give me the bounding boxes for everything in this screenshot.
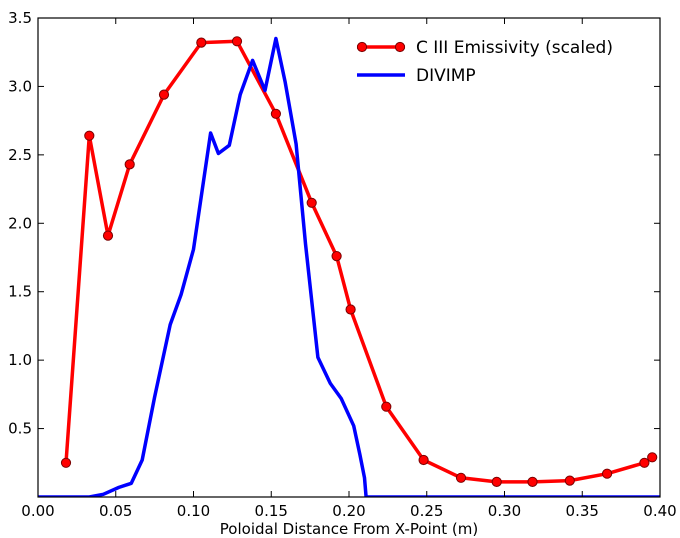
series-line-2	[38, 36, 660, 497]
data-point	[231, 36, 243, 47]
y-tick-label: 3.5	[8, 9, 32, 27]
x-axis-label: Poloidal Distance From X-Point (m)	[220, 520, 478, 538]
legend-label: C III Emissivity (scaled)	[416, 38, 613, 58]
data-point	[639, 457, 650, 468]
data-point	[306, 197, 317, 208]
legend-marker	[394, 41, 406, 53]
data-point	[455, 472, 467, 483]
data-point	[124, 159, 135, 170]
x-tick-label: 0.00	[21, 502, 54, 520]
data-point	[564, 475, 575, 486]
data-point	[527, 476, 538, 487]
x-tick-label: 0.15	[255, 502, 288, 520]
y-tick-label: 3.0	[8, 77, 32, 95]
y-tick-label: 0.5	[8, 420, 32, 438]
y-tick-label: 1.0	[8, 351, 32, 369]
data-point	[102, 230, 114, 241]
data-point	[491, 476, 502, 487]
axis-ticks: 0.00 0.05 0.10 0.15 0.20 0.25 0.30 0.35 0.40 0.5 1…	[8, 9, 677, 520]
x-tick-label: 0.30	[488, 502, 521, 520]
data-point	[602, 468, 613, 479]
x-tick-label: 0.10	[177, 502, 210, 520]
legend: C III Emissivity (scaled) DIVIMP	[356, 38, 613, 86]
data-point	[196, 37, 207, 48]
y-tick-label: 2.0	[8, 214, 32, 232]
x-tick-label: 0.40	[643, 502, 676, 520]
series-line-1	[64, 39, 654, 484]
x-tick-label: 0.05	[99, 502, 132, 520]
data-point	[381, 401, 392, 412]
data-point	[331, 251, 342, 262]
data-point	[647, 452, 658, 463]
data-point	[84, 130, 95, 141]
y-tick-label: 2.5	[8, 146, 32, 164]
data-point	[158, 89, 170, 100]
data-point	[418, 454, 429, 466]
legend-marker	[356, 41, 368, 53]
y-tick-label: 1.5	[8, 283, 32, 301]
data-point	[270, 108, 281, 119]
plot-area	[38, 36, 660, 497]
data-point	[345, 304, 356, 315]
legend-label: DIVIMP	[416, 66, 476, 86]
x-tick-label: 0.25	[410, 502, 443, 520]
data-point	[60, 457, 72, 468]
plot-frame	[37, 17, 661, 498]
x-tick-label: 0.35	[566, 502, 599, 520]
x-tick-label: 0.20	[332, 502, 365, 520]
